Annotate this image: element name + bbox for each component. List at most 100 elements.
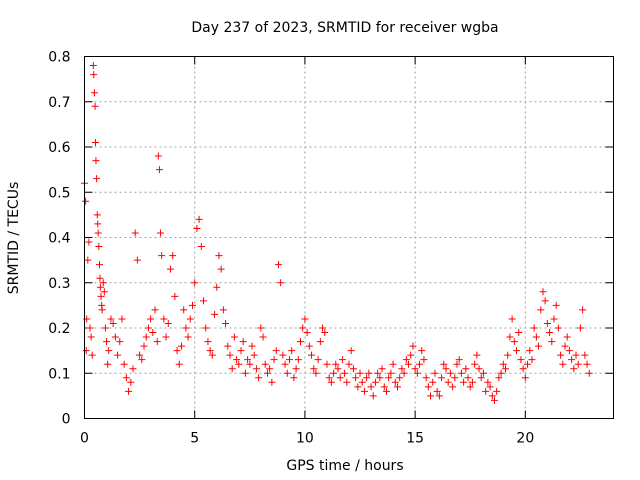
data-point [499,360,507,368]
data-point [504,351,512,359]
data-point [191,279,199,287]
data-point [308,351,316,359]
data-point [166,265,174,273]
data-point [197,243,205,251]
data-point [484,378,492,386]
data-point [431,369,439,377]
data-point [495,374,503,382]
y-tick-label: 0 [62,412,71,428]
data-point [305,342,313,350]
data-points [81,62,593,404]
data-point [288,347,296,355]
data-point [354,383,362,391]
data-point [85,238,93,246]
data-point [365,369,373,377]
data-point [548,338,556,346]
data-point [323,360,331,368]
data-point [290,374,298,382]
data-point [475,365,483,373]
data-point [208,351,216,359]
data-point [193,224,201,232]
data-point [380,383,388,391]
data-point [442,365,450,373]
data-point [122,374,130,382]
data-point [468,378,476,386]
data-point [182,324,190,332]
data-point [427,392,435,400]
data-point [217,265,225,273]
data-point [559,360,567,368]
data-point [173,347,181,355]
data-point [526,347,534,355]
data-point [537,306,545,314]
data-point [338,356,346,364]
data-point [155,166,163,174]
data-point [402,356,410,364]
data-point [93,175,101,183]
x-axis-title: GPS time / hours [286,458,403,474]
data-point [266,365,274,373]
data-point [446,369,454,377]
data-point [246,360,254,368]
data-point [96,283,104,291]
data-point [147,315,155,323]
data-point [180,306,188,314]
data-point [285,356,293,364]
data-point [120,360,128,368]
data-point [477,374,485,382]
data-point [579,306,587,314]
data-point [387,369,395,377]
data-point [319,324,327,332]
data-point [160,315,168,323]
data-point [561,342,569,350]
data-point [585,369,593,377]
data-point [235,360,243,368]
data-point [239,338,247,346]
data-point [144,324,152,332]
data-point [535,342,543,350]
data-point [189,301,197,309]
data-point [228,365,236,373]
x-tick-label: 15 [406,431,424,447]
data-point [206,347,214,355]
data-point [515,329,523,337]
data-point [360,387,368,395]
grid [84,56,614,419]
data-point [97,292,105,300]
data-point [572,351,580,359]
data-point [543,319,551,327]
data-point [184,333,192,341]
data-point [171,292,179,300]
data-point [303,329,311,337]
y-tick-label: 0.1 [48,366,70,382]
data-point [422,374,430,382]
data-point [316,338,324,346]
data-point [268,378,276,386]
data-point [576,324,584,332]
data-point [482,387,490,395]
data-point [420,356,428,364]
y-tick-label: 0.8 [48,50,70,66]
data-point [336,374,344,382]
data-point [352,374,360,382]
data-point [219,306,227,314]
data-point [314,356,322,364]
data-point [524,360,532,368]
data-point [396,374,404,382]
y-tick-label: 0.2 [48,321,70,337]
data-point [530,324,538,332]
data-point [118,315,126,323]
data-point [541,297,549,305]
data-point [86,324,94,332]
data-point [429,378,437,386]
data-point [327,378,335,386]
data-point [449,383,457,391]
data-point [129,365,137,373]
data-point [94,229,102,237]
data-point [409,342,417,350]
data-point [101,324,109,332]
data-point [283,369,291,377]
data-point [510,338,518,346]
data-point [241,369,249,377]
